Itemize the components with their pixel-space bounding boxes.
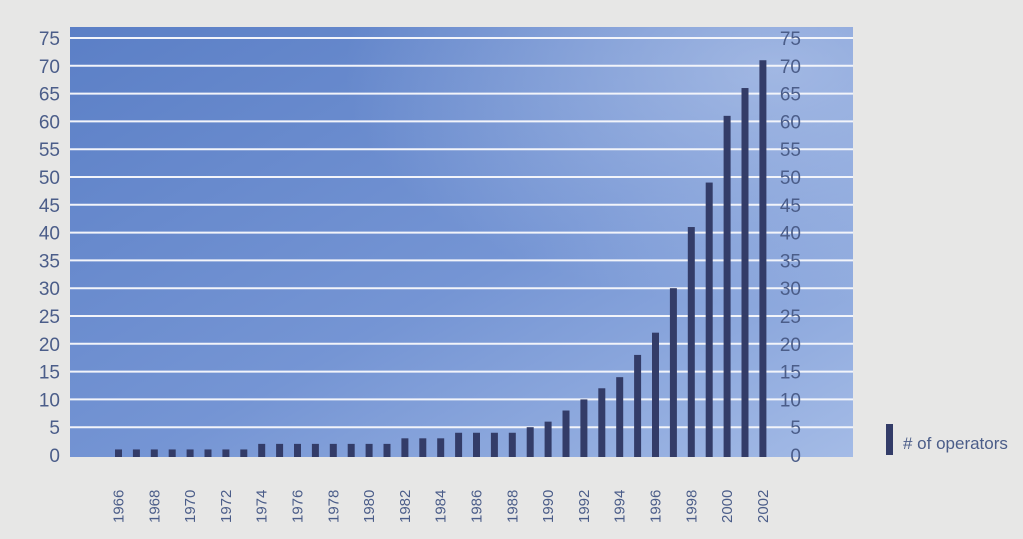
y-tick-left-55: 55	[39, 140, 60, 161]
y-tick-right-30: 30	[780, 279, 801, 300]
bar-1966	[115, 449, 122, 457]
bar-1977	[311, 443, 319, 457]
bar-1982	[401, 438, 409, 457]
x-tick-1972: 1972	[218, 490, 235, 523]
x-tick-1970: 1970	[182, 490, 199, 523]
bar-1984	[437, 438, 445, 457]
y-axis-right: 0 5 10 15 20 25 30 35 40 45 50 55 60 65 70 75	[780, 29, 801, 467]
y-tick-right-10: 10	[780, 390, 801, 411]
y-tick-right-70: 70	[780, 57, 801, 78]
x-tick-1990: 1990	[540, 490, 557, 523]
x-tick-1996: 1996	[648, 490, 665, 523]
bar-1974	[258, 443, 266, 457]
bar-1973	[240, 449, 248, 457]
bar-1985	[455, 432, 463, 457]
bar-1967	[132, 449, 140, 457]
bar-1980	[365, 443, 373, 457]
bar-1999	[705, 182, 713, 457]
y-tick-left-20: 20	[39, 335, 60, 356]
x-tick-1966: 1966	[111, 490, 128, 523]
bar-1990	[544, 421, 552, 457]
y-tick-right-15: 15	[780, 363, 801, 384]
y-tick-right-40: 40	[780, 224, 801, 245]
bar-1991	[562, 410, 570, 457]
y-tick-left-70: 70	[39, 57, 60, 78]
bar-1971	[204, 449, 212, 457]
legend-label: # of operators	[903, 434, 1008, 453]
bar-1981	[383, 443, 391, 457]
y-tick-right-75: 75	[780, 29, 801, 50]
y-tick-right-65: 65	[780, 85, 801, 106]
y-tick-right-20: 20	[780, 335, 801, 356]
x-tick-1974: 1974	[254, 490, 271, 523]
bar-1975	[276, 443, 284, 457]
bar-1989	[526, 427, 534, 457]
x-tick-1982: 1982	[397, 490, 414, 523]
y-tick-left-25: 25	[39, 307, 60, 328]
x-tick-2002: 2002	[755, 490, 772, 523]
x-axis: 1966 1968 1970 1972 1974 1976 1978 1980 1982 1984…	[111, 490, 772, 523]
bar-1996	[652, 332, 659, 457]
bar-1992	[580, 399, 588, 457]
x-tick-1988: 1988	[504, 490, 521, 523]
y-tick-left-15: 15	[39, 363, 60, 384]
x-tick-1992: 1992	[576, 490, 593, 523]
bar-1970	[186, 449, 194, 457]
bars	[115, 60, 767, 458]
y-tick-right-50: 50	[780, 168, 801, 189]
y-tick-left-60: 60	[39, 112, 60, 133]
y-tick-right-55: 55	[780, 140, 801, 161]
bar-1979	[347, 443, 355, 457]
y-tick-left-35: 35	[39, 251, 60, 272]
bar-1976	[294, 443, 301, 457]
bar-1978	[329, 443, 337, 457]
bar-1986	[473, 432, 480, 457]
x-tick-1976: 1976	[290, 490, 307, 523]
x-tick-1994: 1994	[612, 490, 629, 523]
legend-swatch	[886, 424, 893, 455]
y-tick-right-5: 5	[790, 418, 801, 439]
y-tick-left-75: 75	[39, 29, 60, 50]
y-tick-right-25: 25	[780, 307, 801, 328]
bar-1993	[598, 388, 606, 457]
x-tick-1984: 1984	[433, 490, 450, 523]
bar-1968	[150, 449, 158, 457]
y-axis-left: 0 5 10 15 20 25 30 35 40 45 50 55 60 65 70 75	[39, 29, 60, 467]
y-tick-right-0: 0	[790, 446, 801, 467]
y-tick-left-40: 40	[39, 224, 60, 245]
x-tick-1986: 1986	[469, 490, 486, 523]
bar-1987	[490, 432, 498, 457]
y-tick-left-50: 50	[39, 168, 60, 189]
bar-2002	[759, 60, 767, 458]
x-tick-1980: 1980	[361, 490, 378, 523]
bar-1988	[508, 432, 516, 457]
bar-1998	[687, 227, 695, 457]
y-tick-left-45: 45	[39, 196, 60, 217]
bar-2001	[741, 88, 749, 457]
y-tick-left-65: 65	[39, 85, 60, 106]
y-tick-left-30: 30	[39, 279, 60, 300]
bar-1983	[419, 438, 427, 457]
y-tick-right-35: 35	[780, 251, 801, 272]
x-tick-1968: 1968	[146, 490, 163, 523]
bar-1995	[634, 354, 642, 457]
x-tick-2000: 2000	[719, 490, 736, 523]
plot-area-glow	[70, 27, 853, 457]
x-tick-1998: 1998	[683, 490, 700, 523]
y-tick-right-45: 45	[780, 196, 801, 217]
bar-2000	[723, 115, 731, 457]
bar-1972	[222, 449, 230, 457]
y-tick-right-60: 60	[780, 112, 801, 133]
y-tick-left-10: 10	[39, 390, 60, 411]
bar-1997	[669, 288, 677, 457]
x-tick-1978: 1978	[325, 490, 342, 523]
gridlines	[70, 37, 853, 429]
y-tick-left-5: 5	[49, 418, 60, 439]
bar-1994	[616, 377, 624, 457]
bar-1969	[168, 449, 176, 457]
y-tick-left-0: 0	[49, 446, 60, 467]
legend: # of operators	[886, 424, 1008, 455]
